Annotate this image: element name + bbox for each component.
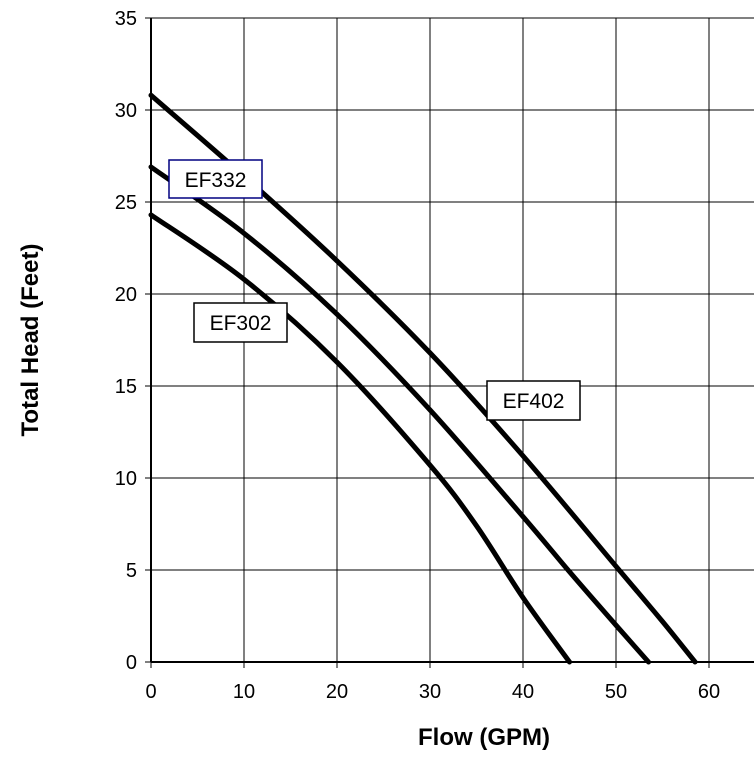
x-tick-labels: 0 10 20 30 40 50 60 [145,662,720,703]
y-tick-labels: 0 5 10 15 20 25 30 35 [115,8,151,674]
y-tick-label-20: 20 [115,284,137,306]
y-tick-label-0: 0 [126,652,137,674]
x-axis-title: Flow (GPM) [418,724,550,751]
gridlines [151,17,754,662]
y-tick-label-35: 35 [115,8,137,30]
y-tick-label-10: 10 [115,468,137,490]
x-tick-label-40: 40 [512,681,534,703]
y-tick-label-30: 30 [115,100,137,122]
callout-ef302-box [193,302,288,343]
callout-ef332: EF332 [168,159,263,199]
callout-ef402-box [486,380,581,421]
callout-ef302-label: EF302 [210,312,272,335]
callout-ef402: EF402 [486,380,581,421]
callout-ef332-label: EF332 [185,169,247,192]
x-tick-label-50: 50 [605,681,627,703]
axes [150,18,754,663]
x-tick-label-0: 0 [145,681,156,703]
callout-ef332-box [168,159,263,199]
callout-ef402-label: EF402 [503,390,565,413]
series-line-ef332 [148,164,651,665]
x-tick-label-10: 10 [233,681,255,703]
series-callouts: EF332 EF302 EF402 [168,159,581,421]
x-tick-label-30: 30 [419,681,441,703]
y-tick-label-5: 5 [126,560,137,582]
series-line-ef302 [148,212,572,665]
x-tick-label-60: 60 [698,681,720,703]
x-tick-label-20: 20 [326,681,348,703]
y-axis-title: Total Head (Feet) [17,244,44,437]
y-tick-label-25: 25 [115,192,137,214]
callout-ef302: EF302 [193,302,288,343]
y-tick-label-15: 15 [115,376,137,398]
